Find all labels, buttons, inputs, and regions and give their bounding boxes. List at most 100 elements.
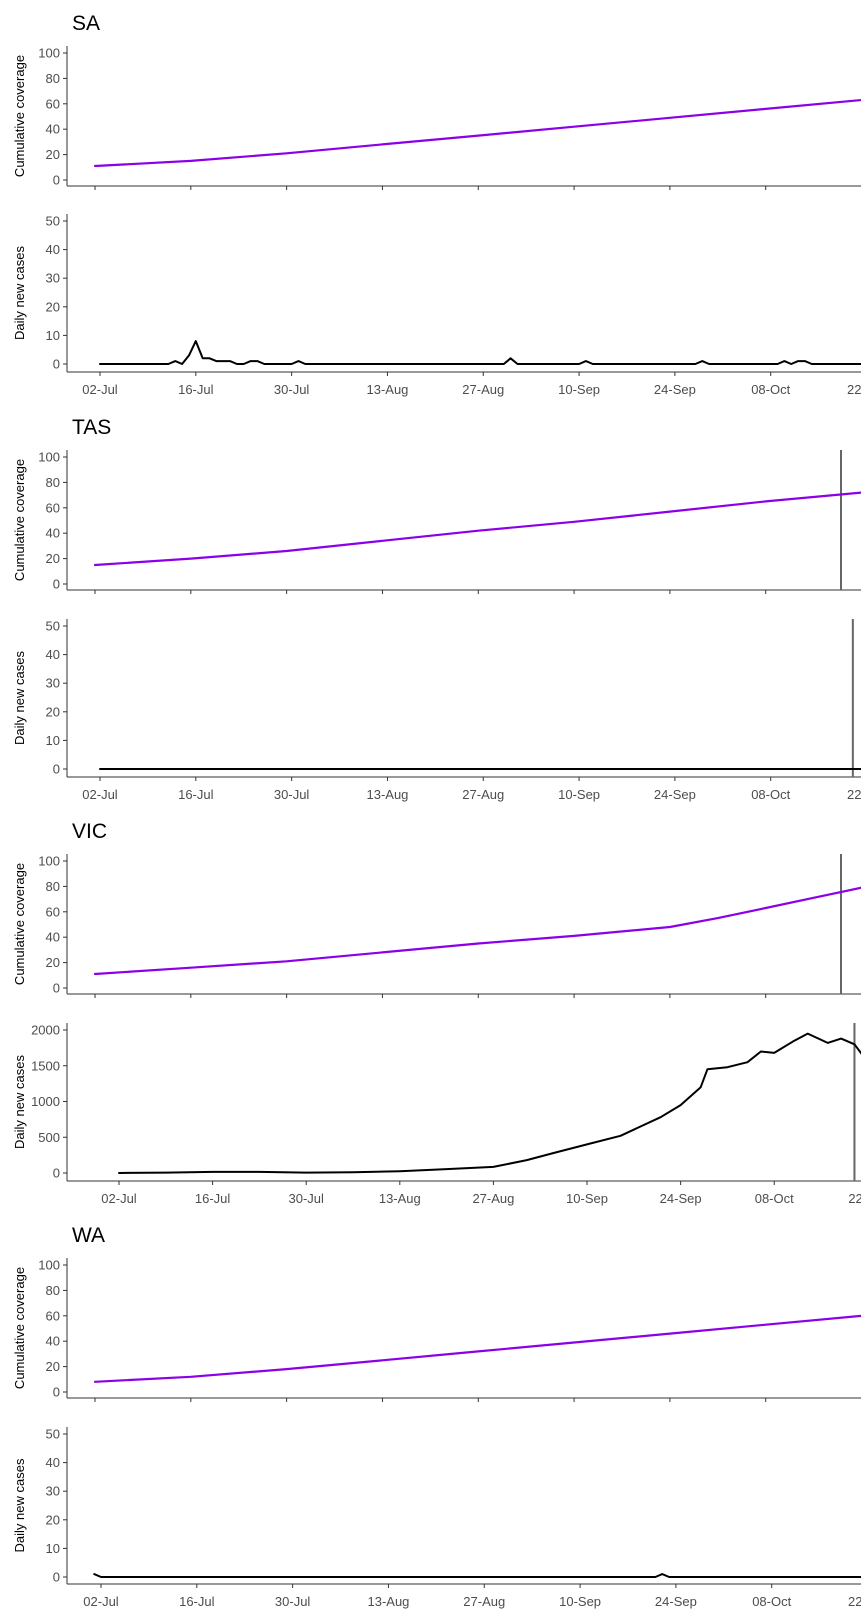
y-tick-label: 30 — [46, 1484, 60, 1499]
x-tick-label: 24-Sep — [660, 1191, 702, 1206]
x-tick-label: 10-Sep — [559, 1594, 601, 1609]
y-tick-label: 60 — [46, 96, 60, 111]
cases-line — [93, 1573, 861, 1578]
y-tick-label: 100 — [38, 46, 60, 61]
x-tick-label: 30-Jul — [275, 1594, 311, 1609]
y-tick-label: 80 — [46, 879, 60, 894]
x-tick-label: 13-Aug — [379, 1191, 421, 1206]
y-axis-title: Cumulative coverage — [12, 459, 27, 581]
y-tick-label: 20 — [46, 147, 60, 162]
cases-line — [99, 340, 861, 365]
x-tick-label: 02-Jul — [101, 1191, 137, 1206]
x-tick-label: 16-Jul — [195, 1191, 231, 1206]
y-tick-label: 0 — [53, 173, 60, 188]
y-axis-title: Daily new cases — [12, 1055, 27, 1149]
x-tick-label: 24-Sep — [655, 1594, 697, 1609]
y-tick-label: 2000 — [31, 1023, 60, 1038]
x-tick-label: 08-Oct — [752, 1594, 791, 1609]
panel-title: WA — [72, 1224, 105, 1247]
x-tick-label: 08-Oct — [751, 382, 790, 397]
y-tick-label: 1500 — [31, 1058, 60, 1073]
x-tick-label: 02-Jul — [83, 1594, 119, 1609]
coverage-line — [93, 1314, 861, 1383]
y-tick-label: 50 — [46, 214, 60, 229]
y-axis-title: Cumulative coverage — [12, 863, 27, 985]
y-tick-label: 60 — [46, 500, 60, 515]
y-tick-label: 50 — [46, 619, 60, 634]
x-tick-label: 30-Jul — [288, 1191, 324, 1206]
y-tick-label: 10 — [46, 328, 60, 343]
x-tick-label: 16-Jul — [178, 382, 214, 397]
panel-title: SA — [72, 12, 100, 35]
y-axis-title: Daily new cases — [12, 1458, 27, 1552]
x-tick-label: 22-Oct — [848, 1594, 861, 1609]
y-tick-label: 0 — [53, 577, 60, 592]
x-tick-label: 10-Sep — [558, 787, 600, 802]
y-tick-label: 60 — [46, 1308, 60, 1323]
y-axis-title: Daily new cases — [12, 651, 27, 745]
y-tick-label: 100 — [38, 450, 60, 465]
y-axis-title: Daily new cases — [12, 246, 27, 340]
coverage-line — [93, 886, 861, 976]
x-tick-label: 30-Jul — [274, 382, 310, 397]
x-tick-label: 22-Oct — [847, 382, 861, 397]
y-tick-label: 40 — [46, 930, 60, 945]
y-tick-label: 80 — [46, 475, 60, 490]
panel-title: TAS — [72, 416, 111, 439]
y-tick-label: 10 — [46, 1541, 60, 1556]
y-tick-label: 40 — [46, 242, 60, 257]
y-tick-label: 20 — [46, 551, 60, 566]
y-tick-label: 20 — [46, 955, 60, 970]
x-tick-label: 22-Oct — [848, 1191, 861, 1206]
y-tick-label: 10 — [46, 733, 60, 748]
y-tick-label: 100 — [38, 1258, 60, 1273]
x-tick-label: 10-Sep — [558, 382, 600, 397]
y-tick-label: 30 — [46, 271, 60, 286]
x-tick-label: 27-Aug — [462, 787, 504, 802]
x-tick-label: 16-Jul — [178, 787, 214, 802]
y-tick-label: 0 — [53, 1166, 60, 1181]
y-tick-label: 60 — [46, 904, 60, 919]
y-tick-label: 40 — [46, 526, 60, 541]
y-tick-label: 100 — [38, 854, 60, 869]
y-tick-label: 40 — [46, 122, 60, 137]
x-tick-label: 02-Jul — [82, 787, 118, 802]
y-tick-label: 0 — [53, 762, 60, 777]
x-tick-label: 24-Sep — [654, 382, 696, 397]
x-tick-label: 27-Aug — [463, 1594, 505, 1609]
x-tick-label: 27-Aug — [472, 1191, 514, 1206]
x-tick-label: 13-Aug — [366, 787, 408, 802]
x-tick-label: 22-Oct — [847, 787, 861, 802]
x-tick-label: 08-Oct — [755, 1191, 794, 1206]
cases-line — [118, 1032, 861, 1174]
y-tick-label: 30 — [46, 676, 60, 691]
y-tick-label: 20 — [46, 1359, 60, 1374]
x-tick-label: 16-Jul — [179, 1594, 215, 1609]
y-tick-label: 1000 — [31, 1094, 60, 1109]
y-tick-label: 20 — [46, 299, 60, 314]
y-tick-label: 0 — [53, 1385, 60, 1400]
x-tick-label: 13-Aug — [366, 382, 408, 397]
x-tick-label: 08-Oct — [751, 787, 790, 802]
x-tick-label: 10-Sep — [566, 1191, 608, 1206]
y-tick-label: 0 — [53, 981, 60, 996]
y-tick-label: 20 — [46, 704, 60, 719]
x-tick-label: 13-Aug — [367, 1594, 409, 1609]
y-tick-label: 500 — [38, 1130, 60, 1145]
y-tick-label: 40 — [46, 647, 60, 662]
y-tick-label: 50 — [46, 1427, 60, 1442]
y-axis-title: Cumulative coverage — [12, 55, 27, 177]
y-axis-title: Cumulative coverage — [12, 1267, 27, 1389]
x-tick-label: 30-Jul — [274, 787, 310, 802]
y-tick-label: 0 — [53, 357, 60, 372]
x-tick-label: 27-Aug — [462, 382, 504, 397]
coverage-line — [93, 491, 861, 567]
y-tick-label: 20 — [46, 1512, 60, 1527]
x-tick-label: 02-Jul — [82, 382, 118, 397]
y-tick-label: 40 — [46, 1455, 60, 1470]
coverage-line — [93, 98, 861, 168]
panel-title: VIC — [72, 820, 107, 843]
x-tick-label: 24-Sep — [654, 787, 696, 802]
y-tick-label: 80 — [46, 1283, 60, 1298]
